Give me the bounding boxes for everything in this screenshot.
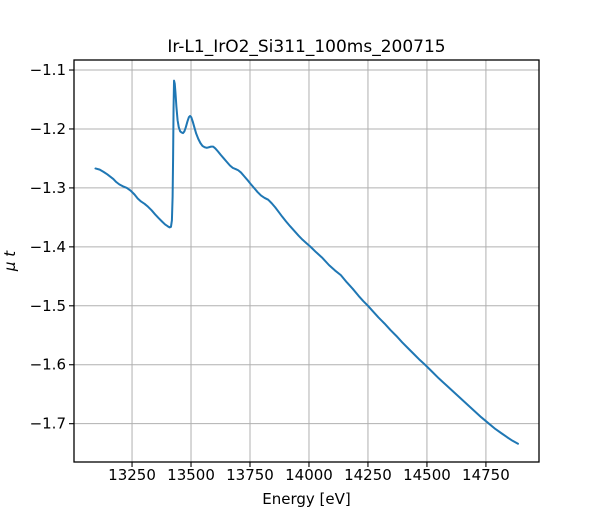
x-tick-label-14250: 14250 — [344, 466, 392, 484]
y-tick-label--1.7: −1.7 — [30, 415, 66, 433]
y-tick-label--1.2: −1.2 — [30, 120, 66, 138]
x-tick-label-14750: 14750 — [462, 466, 510, 484]
y-tick-label--1.1: −1.1 — [30, 61, 66, 79]
plot-area: 13250 13500 13750 14000 14250 14500 14750 −1.1 −… — [30, 59, 540, 484]
y-tick-label--1.6: −1.6 — [30, 356, 66, 374]
y-tick-label--1.5: −1.5 — [30, 297, 66, 315]
x-tick-label-13500: 13500 — [167, 466, 215, 484]
x-tick-label-13750: 13750 — [226, 466, 274, 484]
y-tick-label--1.4: −1.4 — [30, 238, 66, 256]
y-axis-label: μ t — [1, 250, 19, 272]
x-tick-label-14500: 14500 — [403, 466, 451, 484]
x-tick-label-14000: 14000 — [285, 466, 333, 484]
chart-title: Ir-L1_IrO2_Si311_100ms_200715 — [167, 37, 445, 57]
data-line-mu_t_spectrum — [94, 79, 519, 445]
plot-frame — [73, 59, 540, 463]
y-tick-label--1.3: −1.3 — [30, 179, 66, 197]
x-tick-label-13250: 13250 — [108, 466, 156, 484]
x-axis-label: Energy [eV] — [262, 490, 350, 508]
